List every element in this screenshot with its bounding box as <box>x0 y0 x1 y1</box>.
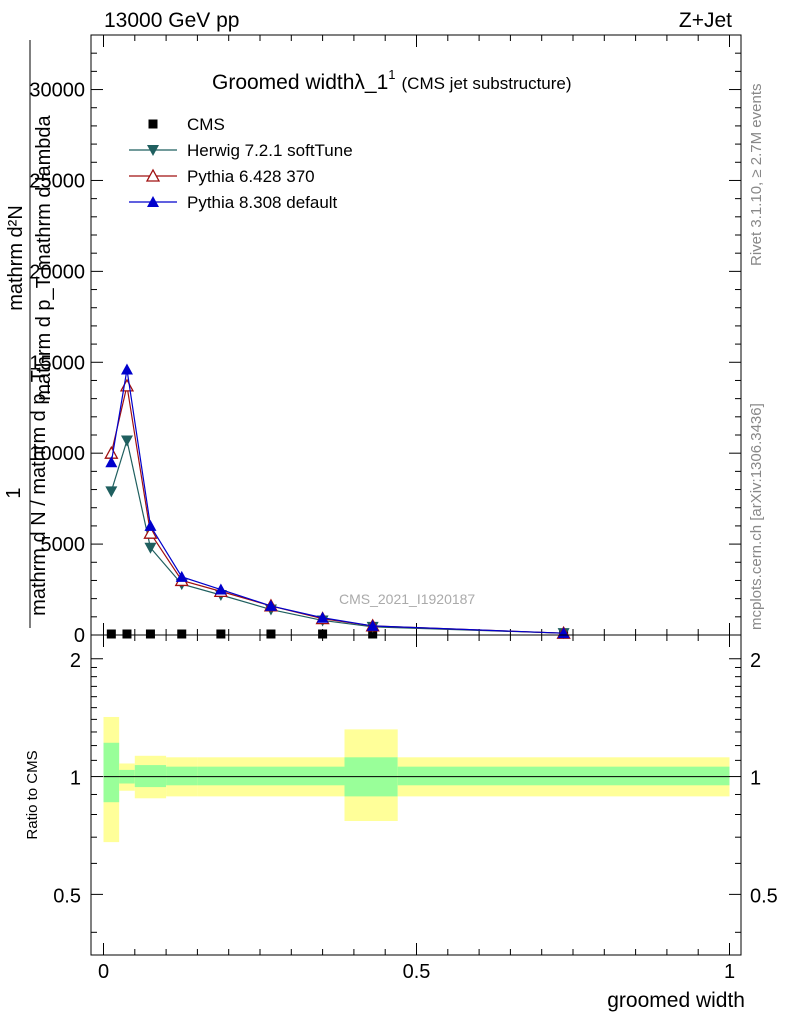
ratio-band-inner <box>197 766 345 786</box>
legend-label: Pythia 6.428 370 <box>187 167 315 186</box>
mcplots-label: mcplots.cern.ch [arXiv:1306.3436] <box>748 403 765 630</box>
ratio-band-inner <box>103 742 120 803</box>
y-tick-label: 30000 <box>29 80 85 102</box>
y-tick-label: 15000 <box>29 352 85 374</box>
series-triangle-up-open <box>104 378 571 639</box>
y-tick-label: 10000 <box>29 443 85 465</box>
pythia6-point <box>143 525 158 539</box>
cms-data-point <box>122 629 132 639</box>
ratio-ticks <box>91 635 741 955</box>
ratio-y-tick-label-right: 0.5 <box>750 885 778 907</box>
pythia8-point <box>316 611 329 623</box>
pythia8-point <box>144 519 157 531</box>
pythia8-point <box>264 599 277 611</box>
series-line <box>110 385 564 634</box>
cms-data-point <box>368 629 378 639</box>
legend-entry: Herwig 7.2.1 softTune <box>129 141 353 160</box>
ratio-bands <box>103 716 730 843</box>
ratio-y-tick-label-right: 2 <box>750 650 761 672</box>
y-label-one: 1 <box>3 487 25 498</box>
title-superscript: 1 <box>388 67 395 82</box>
x-tick-label: 1 <box>724 961 735 983</box>
herwig-point <box>147 145 159 156</box>
herwig-point <box>120 435 133 447</box>
y-tick-label: 25000 <box>29 170 85 192</box>
ratio-x-tick-labels: 0 0.5 1 <box>98 961 735 983</box>
series-triangle-up <box>105 363 570 639</box>
ratio-band-inner <box>397 766 730 786</box>
pythia8-point <box>214 583 227 595</box>
pythia8-point <box>175 570 188 582</box>
pythia6-point <box>119 378 135 392</box>
cms-data-point <box>145 629 155 639</box>
legend: CMS Herwig 7.2.1 softTune Pythia 6.428 370… <box>129 115 353 212</box>
cms-data-point <box>177 629 187 639</box>
cms-data-point <box>148 119 158 129</box>
series-line <box>110 369 564 634</box>
ratio-y-tick-label-left: 0.5 <box>53 885 81 907</box>
y-label-denominator: mathrm d p_T mathrm d lambda <box>33 114 55 400</box>
pythia8-point <box>147 196 159 207</box>
main-ticks <box>91 35 741 636</box>
pythia8-point <box>120 363 133 375</box>
ratio-y-tick-label-right: 1 <box>750 768 761 790</box>
ratio-y-tick-label-left: 1 <box>70 768 81 790</box>
x-tick-label: 0 <box>98 961 109 983</box>
pythia8-point <box>366 619 379 631</box>
ratio-y-label: Ratio to CMS <box>24 750 41 839</box>
series-layer <box>104 363 571 640</box>
title-subtitle: (CMS jet substructure) <box>402 74 572 93</box>
pythia8-point <box>105 456 118 468</box>
ratio-y-tick-labels: 0.5 0.5 1 1 2 2 <box>53 650 778 908</box>
legend-label: Herwig 7.2.1 softTune <box>187 141 353 160</box>
y-tick-label: 20000 <box>29 261 85 283</box>
series-triangle-down <box>105 435 570 640</box>
legend-label: Pythia 8.308 default <box>187 193 338 212</box>
cms-data-point <box>318 629 328 639</box>
herwig-point <box>105 486 118 498</box>
x-tick-label: 0.5 <box>403 961 431 983</box>
main-y-tick-labels: 0 5000 10000 15000 20000 25000 30000 <box>29 80 85 647</box>
legend-entry: Pythia 8.308 default <box>129 193 338 212</box>
legend-entry: CMS <box>148 115 225 134</box>
process-label: Z+Jet <box>679 9 732 32</box>
analysis-watermark: CMS_2021_I1920187 <box>339 591 475 607</box>
cms-data-point <box>216 629 226 639</box>
herwig-point <box>144 542 157 554</box>
title-main: Groomed widthλ_1 <box>212 71 388 94</box>
y-tick-label: 0 <box>74 625 85 647</box>
plot-title: Groomed widthλ_11 (CMS jet substructure) <box>212 67 572 94</box>
x-axis-label: groomed width <box>607 989 745 1012</box>
legend-entry: Pythia 6.428 370 <box>129 167 315 186</box>
ratio-band-inner <box>166 766 198 786</box>
cms-data-point <box>266 629 276 639</box>
cms-data-point <box>106 629 116 639</box>
ratio-y-tick-label-left: 2 <box>70 650 81 672</box>
y-label-line2: mathrm d N / mathrm d p_T <box>28 370 50 616</box>
legend-label: CMS <box>187 115 225 134</box>
energy-label: 13000 GeV pp <box>104 9 239 32</box>
series-line <box>110 438 564 634</box>
y-tick-label: 5000 <box>41 534 86 556</box>
rivet-label: Rivet 3.1.10, ≥ 2.7M events <box>748 84 765 267</box>
main-y-label: mathrm d²N mathrm d p_T mathrm d lambda … <box>3 40 55 628</box>
pythia6-point <box>145 168 161 182</box>
y-label-numerator: mathrm d²N <box>5 205 27 311</box>
